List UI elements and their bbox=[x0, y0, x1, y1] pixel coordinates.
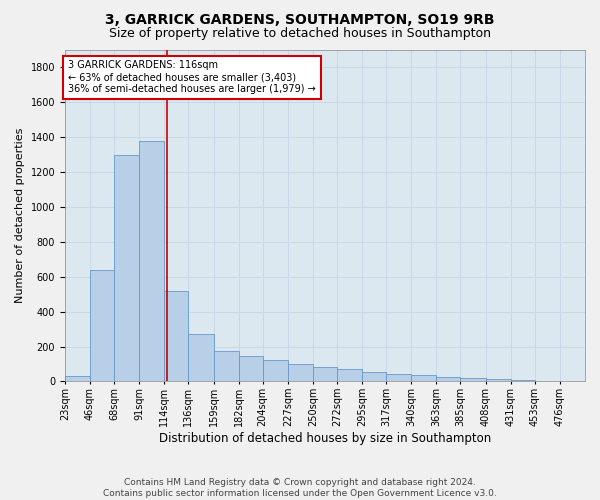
Bar bbox=[188, 334, 214, 382]
Bar bbox=[139, 140, 164, 382]
Bar bbox=[362, 372, 386, 382]
Bar bbox=[65, 376, 90, 382]
Bar bbox=[535, 380, 560, 382]
Bar bbox=[411, 376, 436, 382]
Bar bbox=[560, 380, 585, 382]
Text: 3 GARRICK GARDENS: 116sqm
← 63% of detached houses are smaller (3,403)
36% of se: 3 GARRICK GARDENS: 116sqm ← 63% of detac… bbox=[68, 60, 316, 94]
Bar bbox=[511, 380, 535, 382]
Bar bbox=[337, 369, 362, 382]
Text: Contains HM Land Registry data © Crown copyright and database right 2024.
Contai: Contains HM Land Registry data © Crown c… bbox=[103, 478, 497, 498]
Bar bbox=[214, 351, 239, 382]
Bar bbox=[90, 270, 114, 382]
Bar bbox=[239, 356, 263, 382]
Text: Size of property relative to detached houses in Southampton: Size of property relative to detached ho… bbox=[109, 28, 491, 40]
Bar bbox=[386, 374, 411, 382]
Bar bbox=[263, 360, 288, 382]
Text: 3, GARRICK GARDENS, SOUTHAMPTON, SO19 9RB: 3, GARRICK GARDENS, SOUTHAMPTON, SO19 9R… bbox=[105, 12, 495, 26]
Y-axis label: Number of detached properties: Number of detached properties bbox=[15, 128, 25, 304]
Bar bbox=[114, 154, 139, 382]
Bar bbox=[485, 379, 511, 382]
Bar bbox=[288, 364, 313, 382]
Bar bbox=[313, 368, 337, 382]
X-axis label: Distribution of detached houses by size in Southampton: Distribution of detached houses by size … bbox=[159, 432, 491, 445]
Bar bbox=[460, 378, 485, 382]
Bar bbox=[436, 377, 460, 382]
Bar bbox=[164, 290, 188, 382]
